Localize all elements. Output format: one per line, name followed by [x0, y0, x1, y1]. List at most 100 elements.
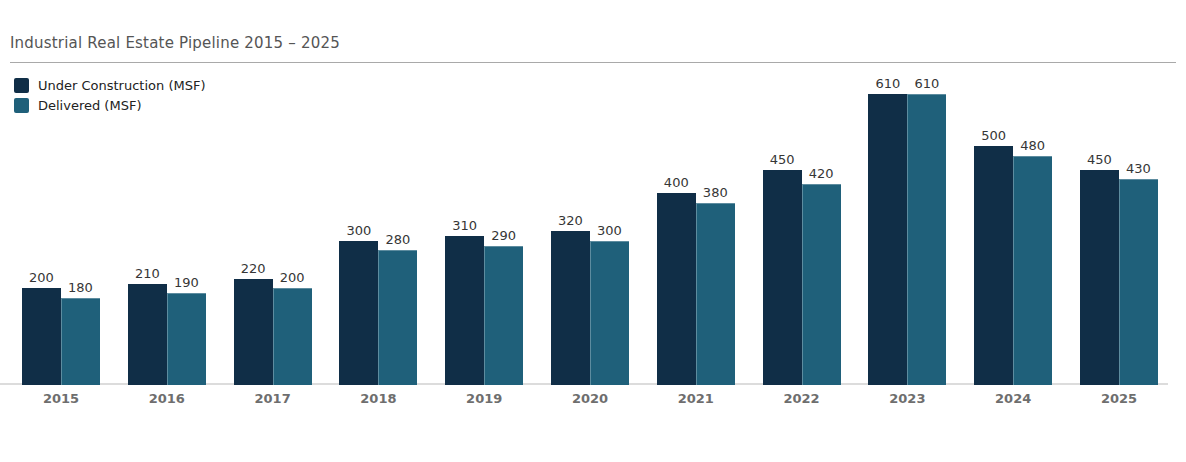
bar-column: 610 [868, 76, 907, 385]
bar-column: 300 [590, 223, 629, 385]
bar-column: 450 [763, 152, 802, 385]
bar-group-2017: 220 200 [234, 261, 312, 385]
legend-swatch-icon [14, 98, 29, 113]
bar-delivered-msf-2023[interactable] [907, 94, 946, 385]
bar-column: 400 [657, 175, 696, 385]
bar-group-2016: 210 190 [128, 266, 206, 385]
bar-value-label: 200 [280, 270, 305, 285]
bar-delivered-msf-2017[interactable] [273, 288, 312, 385]
x-axis-label-2023: 2023 [868, 391, 946, 406]
bar-value-label: 610 [914, 76, 939, 91]
bar-delivered-msf-2025[interactable] [1119, 179, 1158, 385]
legend-item-under-construction-msf[interactable]: Under Construction (MSF) [14, 78, 205, 93]
chart-title: Industrial Real Estate Pipeline 2015 – 2… [10, 34, 1176, 53]
bar-column: 220 [234, 261, 273, 385]
bar-value-label: 310 [452, 218, 477, 233]
bar-value-label: 500 [981, 128, 1006, 143]
bar-value-label: 380 [703, 185, 728, 200]
x-axis-label-2022: 2022 [763, 391, 841, 406]
bar-under-construction-msf-2016[interactable] [128, 284, 167, 385]
bar-column: 280 [378, 232, 417, 385]
bar-delivered-msf-2024[interactable] [1013, 156, 1052, 385]
x-axis-labels: 2015 2016 2017 2018 2019 2020 2021 2022 2023 2024… [22, 391, 1158, 406]
x-axis-label-2020: 2020 [551, 391, 629, 406]
x-axis-label-2021: 2021 [657, 391, 735, 406]
bar-chart: Under Construction (MSF)Delivered (MSF) … [10, 63, 1176, 411]
bar-value-label: 280 [385, 232, 410, 247]
bar-delivered-msf-2016[interactable] [167, 293, 206, 385]
bar-column: 300 [339, 223, 378, 385]
bar-value-label: 220 [241, 261, 266, 276]
bar-value-label: 200 [29, 270, 54, 285]
bar-delivered-msf-2015[interactable] [61, 298, 100, 385]
bar-under-construction-msf-2015[interactable] [22, 288, 61, 385]
bar-group-2020: 320 300 [551, 213, 629, 385]
bar-delivered-msf-2018[interactable] [378, 250, 417, 385]
bar-delivered-msf-2022[interactable] [802, 184, 841, 385]
bar-group-2018: 300 280 [339, 223, 417, 385]
bar-value-label: 300 [346, 223, 371, 238]
bar-column: 380 [696, 185, 735, 385]
x-axis-label-2015: 2015 [22, 391, 100, 406]
bar-column: 420 [802, 166, 841, 385]
x-axis-label-2024: 2024 [974, 391, 1052, 406]
bar-under-construction-msf-2022[interactable] [763, 170, 802, 385]
bar-group-2023: 610 610 [868, 76, 946, 385]
bar-delivered-msf-2021[interactable] [696, 203, 735, 385]
x-axis-label-2019: 2019 [445, 391, 523, 406]
bar-value-label: 430 [1126, 161, 1151, 176]
bar-value-label: 480 [1020, 138, 1045, 153]
legend-label: Under Construction (MSF) [38, 78, 205, 93]
legend-item-delivered-msf[interactable]: Delivered (MSF) [14, 98, 205, 113]
chart-page: Industrial Real Estate Pipeline 2015 – 2… [0, 0, 1186, 411]
title-divider: Industrial Real Estate Pipeline 2015 – 2… [10, 34, 1176, 63]
bar-under-construction-msf-2023[interactable] [868, 94, 907, 385]
x-axis-label-2018: 2018 [339, 391, 417, 406]
bar-value-label: 300 [597, 223, 622, 238]
chart-legend: Under Construction (MSF) Delivered (MSF) [14, 78, 205, 113]
bar-column: 180 [61, 280, 100, 385]
bar-value-label: 290 [491, 228, 516, 243]
bar-under-construction-msf-2020[interactable] [551, 231, 590, 385]
bar-column: 320 [551, 213, 590, 385]
legend-label: Delivered (MSF) [38, 98, 141, 113]
bar-value-label: 180 [68, 280, 93, 295]
bar-column: 210 [128, 266, 167, 385]
bar-group-2019: 310 290 [445, 218, 523, 385]
bar-value-label: 450 [770, 152, 795, 167]
bar-group-2021: 400 380 [657, 175, 735, 385]
bar-value-label: 400 [664, 175, 689, 190]
bar-group-2025: 450 430 [1080, 152, 1158, 385]
bar-column: 480 [1013, 138, 1052, 385]
bar-column: 190 [167, 275, 206, 385]
bar-under-construction-msf-2017[interactable] [234, 279, 273, 385]
bar-column: 430 [1119, 161, 1158, 385]
bar-column: 290 [484, 228, 523, 385]
bar-column: 610 [907, 76, 946, 385]
bar-delivered-msf-2019[interactable] [484, 246, 523, 385]
bar-value-label: 610 [875, 76, 900, 91]
bar-under-construction-msf-2024[interactable] [974, 146, 1013, 385]
bar-group-2015: 200 180 [22, 270, 100, 385]
x-axis-label-2025: 2025 [1080, 391, 1158, 406]
x-axis-label-2016: 2016 [128, 391, 206, 406]
bar-delivered-msf-2020[interactable] [590, 241, 629, 385]
bar-under-construction-msf-2025[interactable] [1080, 170, 1119, 385]
legend-swatch-icon [14, 78, 29, 93]
bar-value-label: 190 [174, 275, 199, 290]
bar-under-construction-msf-2018[interactable] [339, 241, 378, 385]
bar-column: 310 [445, 218, 484, 385]
bar-under-construction-msf-2021[interactable] [657, 193, 696, 385]
bar-column: 450 [1080, 152, 1119, 385]
bar-group-2024: 500 480 [974, 128, 1052, 385]
x-axis-label-2017: 2017 [234, 391, 312, 406]
bar-value-label: 320 [558, 213, 583, 228]
bar-column: 200 [22, 270, 61, 385]
bar-value-label: 210 [135, 266, 160, 281]
bar-value-label: 450 [1087, 152, 1112, 167]
bar-group-2022: 450 420 [763, 152, 841, 385]
bar-under-construction-msf-2019[interactable] [445, 236, 484, 385]
bar-column: 500 [974, 128, 1013, 385]
bar-value-label: 420 [809, 166, 834, 181]
bar-column: 200 [273, 270, 312, 385]
